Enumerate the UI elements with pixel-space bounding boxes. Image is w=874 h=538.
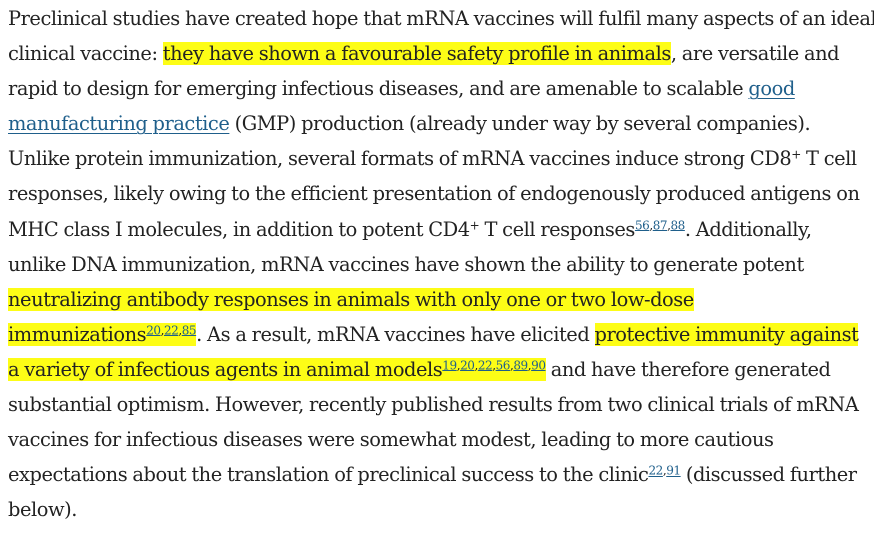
text-line: immunizations20,22,85. As a result, mRNA…	[8, 317, 874, 352]
text-run: substantial optimism. However, recently …	[8, 393, 859, 417]
citation-separator: ,	[662, 463, 667, 478]
text-line: below).	[8, 492, 874, 527]
text-run: T cell	[800, 147, 857, 171]
text-line: expectations about the translation of pr…	[8, 457, 874, 492]
text-line: unlike DNA immunization, mRNA vaccines h…	[8, 247, 874, 282]
text-run: expectations about the translation of pr…	[8, 463, 649, 487]
text-run: . Additionally,	[684, 217, 812, 241]
citation-link[interactable]: 20	[460, 358, 475, 373]
citation-link[interactable]: 22	[648, 463, 663, 478]
text-run: Unlike protein immunization, several for…	[8, 147, 792, 171]
superscript: +	[469, 217, 480, 232]
text-line: rapid to design for emerging infectious …	[8, 71, 874, 106]
text-run: vaccines for infectious diseases were so…	[8, 428, 774, 452]
body-paragraph: Preclinical studies have created hope th…	[8, 1, 874, 527]
text-line: Preclinical studies have created hope th…	[8, 1, 874, 36]
citation-link[interactable]: 85	[181, 323, 197, 338]
text-run: MHC class I molecules, in addition to po…	[8, 217, 470, 241]
text-run: a variety of infectious agents in animal…	[8, 357, 443, 381]
citation-separator: ,	[160, 323, 165, 338]
citation-separator: ,	[527, 358, 532, 373]
citation-link[interactable]: 91	[666, 463, 681, 478]
citation-group: 22,91	[648, 463, 681, 478]
text-line: Unlike protein immunization, several for…	[8, 141, 874, 176]
citation-link[interactable]: 90	[531, 358, 546, 373]
citation-separator: ,	[509, 358, 514, 373]
citation-separator: ,	[649, 217, 653, 232]
text-line: a variety of infectious agents in animal…	[8, 352, 874, 387]
citation-link[interactable]: 56	[634, 217, 650, 232]
citation-link[interactable]: 20	[146, 323, 161, 338]
citation-separator: ,	[492, 358, 496, 373]
citation-link[interactable]: 87	[652, 217, 668, 232]
citation-link[interactable]: 56	[495, 358, 511, 373]
citation-separator: ,	[474, 358, 478, 373]
text-run: , are versatile and	[670, 42, 840, 66]
citation-separator: ,	[667, 217, 671, 232]
text-line: responses, likely owing to the efficient…	[8, 176, 874, 211]
citation-link[interactable]: 89	[513, 358, 528, 373]
text-run: and have therefore generated	[545, 357, 831, 381]
text-run: (GMP) production (already under way by s…	[229, 112, 811, 136]
text-line: manufacturing practice (GMP) production …	[8, 106, 874, 141]
text-run: T cell responses	[479, 217, 635, 241]
gmp-link[interactable]: manufacturing practice	[8, 112, 230, 136]
text-run: rapid to design for emerging infectious …	[8, 77, 749, 101]
superscript: +	[791, 147, 801, 162]
citation-separator: ,	[456, 358, 461, 373]
citation-group: 56,87,88	[635, 218, 685, 232]
citation-link[interactable]: 22	[163, 323, 179, 338]
text-line: substantial optimism. However, recently …	[8, 387, 874, 422]
gmp-link[interactable]: good	[748, 77, 795, 101]
highlighted-text: a variety of infectious agents in animal…	[8, 357, 546, 381]
citation-link[interactable]: 88	[670, 217, 685, 232]
text-run: . As a result, mRNA vaccines have elicit…	[196, 322, 595, 346]
highlighted-text: they have shown a favourable safety prof…	[162, 42, 671, 66]
text-line: vaccines for infectious diseases were so…	[8, 422, 874, 457]
text-run: below).	[8, 498, 77, 522]
text-line: clinical vaccine: they have shown a favo…	[8, 36, 874, 71]
highlighted-text: neutralizing antibody responses in anima…	[8, 287, 694, 311]
citation-group: 20,22,85	[146, 323, 196, 337]
text-line: neutralizing antibody responses in anima…	[8, 282, 874, 317]
text-run: responses, likely owing to the efficient…	[8, 182, 860, 206]
highlighted-text: protective immunity against	[594, 322, 859, 346]
citation-group: 19,20,22,56,89,90	[442, 358, 546, 373]
citation-link[interactable]: 22	[477, 358, 493, 373]
text-run: immunizations	[8, 322, 147, 346]
highlighted-text: immunizations20,22,85	[8, 322, 197, 346]
text-run: (discussed further	[680, 463, 857, 487]
text-line: MHC class I molecules, in addition to po…	[8, 212, 874, 247]
citation-link[interactable]: 19	[442, 358, 457, 373]
citation-separator: ,	[178, 323, 182, 338]
text-run: clinical vaccine:	[8, 42, 163, 66]
text-run: Preclinical studies have created hope th…	[8, 7, 874, 30]
text-run: unlike DNA immunization, mRNA vaccines h…	[8, 252, 804, 276]
